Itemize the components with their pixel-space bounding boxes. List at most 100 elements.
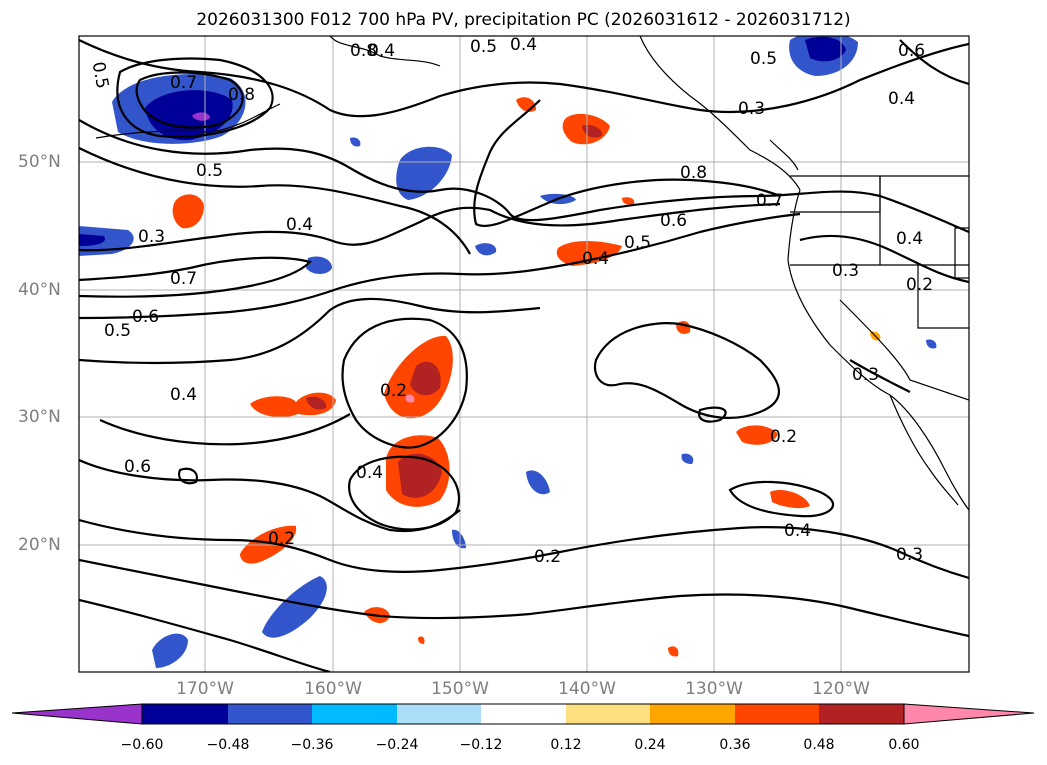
contour-label: 0.7: [170, 269, 197, 289]
neg-blob-small4: [526, 470, 550, 495]
state-border-6: [917, 265, 969, 329]
colorbar-cell: [481, 704, 566, 724]
pos-blob-14: [418, 636, 425, 644]
contour-label: 0.8: [228, 85, 255, 105]
contour-label: 0.4: [510, 35, 537, 55]
contour-label: 0.4: [170, 385, 197, 405]
us-west-coast: [787, 189, 969, 511]
contour-label: 0.7: [756, 191, 783, 211]
map-area: 0.5 0.7 0.8 0.8 0.5 0.4 0.4 0.5 0.6 0.3 …: [79, 21, 969, 672]
colorbar-tick: −0.60: [120, 737, 164, 753]
contour-label: 0.3: [416, 21, 443, 41]
colorbar-tick: 0.12: [550, 737, 582, 753]
contour-label: 0.3: [896, 545, 923, 565]
colorbar-tick: 0.36: [719, 737, 751, 753]
contour-label: 0.2: [268, 529, 295, 549]
state-border-5: [954, 227, 969, 279]
neg-blob-s1: [262, 576, 327, 638]
pos-blob-4: [556, 241, 622, 266]
colorbar-cell: [397, 704, 481, 724]
colorbar: [11, 703, 1035, 725]
pos-blob-13: [668, 646, 679, 657]
lat-label: 30°N: [18, 407, 61, 427]
neg-blob-mid: [396, 146, 452, 200]
contour-label: 0.2: [534, 547, 561, 567]
neg-blob-w1-core: [79, 234, 105, 246]
colorbar-tick: −0.12: [459, 737, 503, 753]
lon-label: 170°W: [176, 679, 234, 699]
contour-label: 0.2: [770, 427, 797, 447]
contour-label: 0.6: [898, 41, 925, 61]
pos-blob-10: [736, 425, 778, 445]
pos-blob-7-core: [398, 453, 442, 498]
contour-label: 0.4: [286, 215, 313, 235]
pos-blob-1: [172, 194, 204, 229]
contour-labels: 0.5 0.7 0.8 0.8 0.5 0.4 0.4 0.5 0.6 0.3 …: [86, 21, 933, 567]
colorbar-tick: −0.48: [206, 737, 250, 753]
colorbar-cell: [650, 704, 735, 724]
neg-blob-small7: [926, 339, 937, 349]
chart-title: 2026031300 F012 700 hPa PV, precipitatio…: [196, 10, 851, 30]
contour-label: 0.7: [170, 73, 197, 93]
lon-label: 160°W: [304, 679, 362, 699]
neg-blob-ne-core: [805, 36, 846, 62]
contour-label: 0.5: [624, 233, 651, 253]
contour-label: 0.8: [680, 163, 707, 183]
lon-label: 140°W: [558, 679, 616, 699]
pos-blob-11: [770, 489, 810, 509]
lon-label: 130°W: [685, 679, 743, 699]
colorbar-tick: −0.36: [290, 737, 334, 753]
contour-label: 0.4: [888, 89, 915, 109]
contour-label: 0.5: [750, 49, 777, 69]
contour-label: 0.4: [896, 229, 923, 249]
colorbar-cell: [566, 704, 650, 724]
contour-label: 0.5: [196, 161, 223, 181]
pos-blob-6-center: [405, 394, 415, 403]
lon-label: 120°W: [812, 679, 870, 699]
colorbar-extend-low: [11, 703, 143, 725]
contour-label: 0.6: [124, 457, 151, 477]
contour-label: 0.6: [640, 21, 667, 41]
state-border-4: [839, 299, 969, 401]
contour-label: 0.6: [132, 307, 159, 327]
contour-label: 0.4: [356, 463, 383, 483]
colorbar-tick: −0.24: [375, 737, 419, 753]
contour-label: 0.4: [784, 521, 811, 541]
grid-lines: [79, 36, 969, 672]
contour-label: 0.2: [906, 275, 933, 295]
baja: [889, 394, 959, 506]
colorbar-cell: [142, 704, 228, 724]
contour-label: 0.3: [852, 365, 879, 385]
colorbar-extend-high: [903, 703, 1035, 725]
contour-label: 0.3: [138, 227, 165, 247]
alaska-coast: [329, 36, 801, 191]
contour-label: 0.5: [470, 37, 497, 57]
lon-label: 150°W: [431, 679, 489, 699]
colorbar-tick: 0.48: [803, 737, 835, 753]
aleutian-chain: [95, 103, 281, 139]
contour-label: 0.2: [380, 381, 407, 401]
neg-blob-s2: [152, 633, 188, 668]
contour-label: 0.3: [832, 261, 859, 281]
colorbar-tick: 0.60: [888, 737, 920, 753]
contour-label: 0.8: [350, 41, 377, 61]
pos-blob-6-core: [410, 361, 441, 396]
neg-blob-small2: [475, 243, 497, 256]
lat-label: 50°N: [18, 152, 61, 172]
lat-label: 20°N: [18, 535, 61, 555]
colorbar-frame: [141, 703, 905, 725]
contour-label: 0.4: [582, 249, 609, 269]
contour-label: 0.5: [104, 321, 131, 341]
colorbar-cell: [735, 704, 819, 724]
pv-contours: [79, 39, 969, 672]
neg-blob-small1: [306, 256, 332, 274]
contour-label: 0.6: [660, 211, 687, 231]
island-bc: [769, 139, 799, 171]
neg-blob-small6: [350, 137, 361, 147]
colorbar-tick: 0.24: [634, 737, 666, 753]
map-frame: [78, 35, 970, 673]
contour-label: 0.3: [738, 99, 765, 119]
colorbar-cell: [819, 704, 904, 724]
coastlines: [95, 36, 969, 511]
